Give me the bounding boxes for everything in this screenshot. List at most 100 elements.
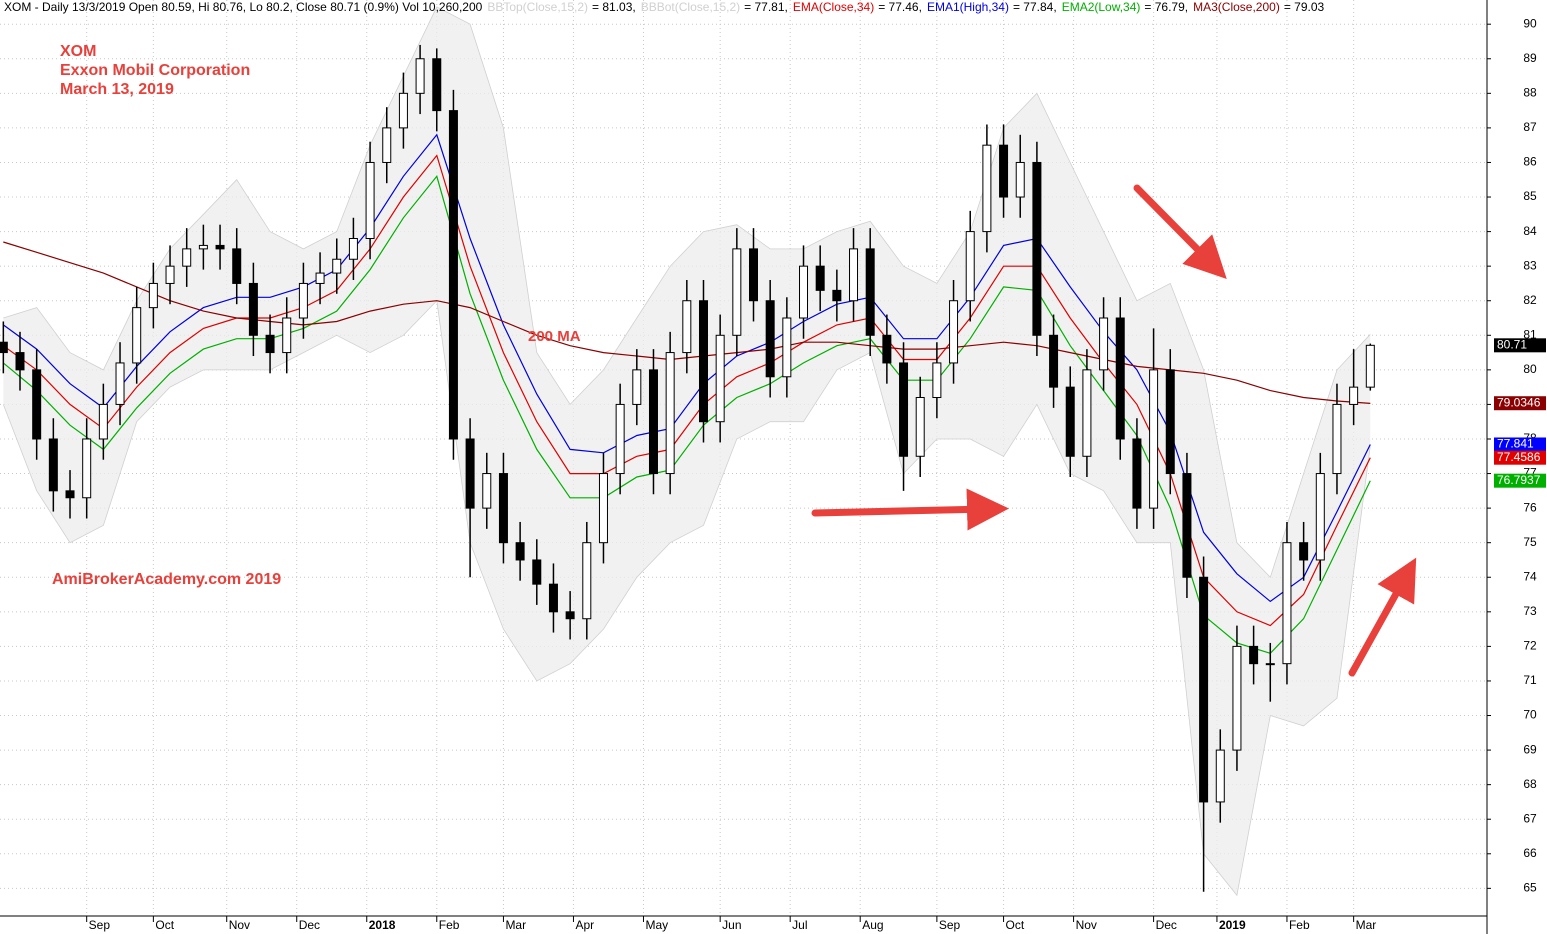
candle-body [1115, 317, 1125, 440]
candle-body [1082, 369, 1092, 457]
price-label-box [1494, 338, 1546, 353]
candle-body [1299, 542, 1309, 561]
x-tick-label: Jul [792, 918, 807, 932]
y-tick-label: 83 [1523, 258, 1537, 272]
candle-body [1065, 386, 1075, 457]
candle-body [332, 258, 342, 274]
x-tick-label: Oct [155, 918, 174, 932]
candle-body [248, 282, 258, 336]
candle-body [498, 473, 508, 544]
candle-body [782, 317, 792, 378]
y-tick-label: 89 [1523, 51, 1537, 65]
candle-body [115, 362, 125, 405]
x-tick-label: Apr [575, 918, 594, 932]
candle-body [298, 282, 308, 319]
price-label-box [1494, 437, 1546, 452]
x-tick-label: Sep [89, 918, 111, 932]
legend-name: EMA2(Low,34) [1062, 0, 1141, 14]
legend-name: EMA1(High,34) [927, 0, 1009, 14]
candle-body [932, 362, 942, 399]
candle-body [0, 341, 8, 354]
candle-body [1132, 438, 1142, 509]
candle-body [1365, 344, 1375, 388]
x-tick-label: Dec [1156, 918, 1177, 932]
candle-body [432, 58, 442, 112]
bands [3, 6, 1371, 896]
y-tick-label: 84 [1523, 224, 1537, 238]
y-tick-label: 88 [1523, 86, 1537, 100]
x-tick-label: Mar [505, 918, 526, 932]
candle-body [548, 583, 558, 613]
price-label: 79.0346 [1497, 395, 1541, 409]
price-label: 80.71 [1497, 337, 1527, 351]
candle-body [799, 265, 809, 319]
candle-body [1249, 645, 1259, 665]
arrow [811, 488, 1009, 531]
header: XOM - Daily 13/3/2019 Open 80.59, Hi 80.… [4, 0, 1325, 14]
candle-body [32, 369, 42, 440]
x-tick-label: May [645, 918, 668, 932]
y-tick-label: 75 [1523, 535, 1537, 549]
candle-body [365, 161, 375, 240]
title: XOM [60, 43, 96, 60]
candle-body [882, 334, 892, 364]
x-tick-label: Feb [1289, 918, 1310, 932]
candle-body [165, 265, 175, 284]
x-tick-label: Aug [862, 918, 883, 932]
legend-name: EMA(Close,34) [793, 0, 874, 14]
x-tick-label: Oct [1006, 918, 1025, 932]
candle-body [348, 238, 358, 260]
annotation: 200 MA [528, 328, 581, 345]
candle-body [398, 92, 408, 129]
candle-body [1265, 663, 1275, 666]
candle-body [682, 300, 692, 354]
arrow [1133, 184, 1227, 279]
candle-body [598, 473, 608, 544]
axes: 6566676869707172737475767778798081828384… [86, 16, 1546, 932]
price-label-box [1494, 450, 1546, 465]
candle-body [515, 542, 525, 561]
candle-body [665, 352, 675, 475]
candle-body [1182, 473, 1192, 578]
subtitle: March 13, 2019 [60, 81, 174, 98]
candle-body [815, 265, 825, 291]
candle-body [648, 369, 658, 475]
y-tick-label: 66 [1523, 846, 1537, 860]
candle-body [1315, 473, 1325, 561]
legend-name: BBBot(Close,15,2) [641, 0, 740, 14]
x-tick-label: 2018 [369, 918, 396, 932]
candle-body [415, 58, 425, 94]
y-tick-label: 68 [1523, 777, 1537, 791]
candle-body [48, 438, 58, 492]
candle-body [765, 300, 775, 378]
candle-body [915, 397, 925, 457]
candle-body [182, 248, 192, 267]
x-tick-label: Nov [229, 918, 250, 932]
x-tick-label: Sep [939, 918, 961, 932]
candle-body [732, 248, 742, 336]
candle-body [832, 289, 842, 302]
indicator-lines [2, 6, 1371, 897]
candle-body [582, 542, 592, 620]
candle-body [1332, 403, 1342, 475]
y-tick-label: 70 [1523, 708, 1537, 722]
indicator-line [2, 133, 1371, 603]
candle-body [1149, 369, 1159, 509]
candle-body [232, 248, 242, 284]
candle-body [532, 559, 542, 585]
candle-body [265, 334, 275, 354]
legend-name: BBTop(Close,15,2) [487, 0, 588, 14]
candle-body [698, 300, 708, 423]
candle-body [849, 248, 859, 302]
candle-body [132, 307, 142, 364]
x-tick-label: Dec [299, 918, 320, 932]
indicator-line [2, 154, 1371, 627]
y-tick-label: 82 [1523, 293, 1537, 307]
candle-body [215, 244, 225, 250]
candle-body [98, 403, 108, 440]
candle-body [282, 317, 292, 354]
candles [0, 44, 1375, 892]
arrow [1348, 557, 1417, 677]
legend-value: = 81.03, [592, 0, 636, 14]
